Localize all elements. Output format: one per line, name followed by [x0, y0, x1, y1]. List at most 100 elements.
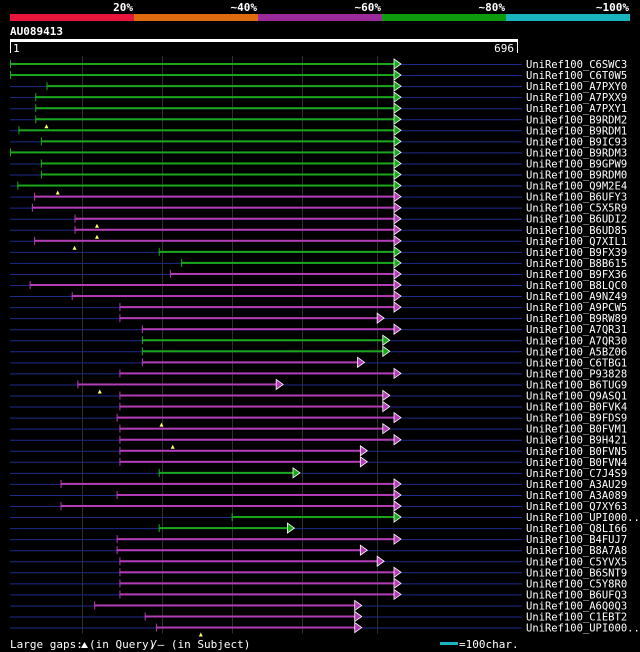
hit-label[interactable]: UniRef100_Q9ASQ1	[526, 391, 627, 403]
hit-row[interactable]: UniRef100_UPI000..	[10, 511, 640, 524]
hit-row[interactable]: UniRef100_B9RDM1	[10, 124, 627, 137]
hit-label[interactable]: UniRef100_B6UDI2	[526, 214, 627, 226]
hit-row[interactable]: UniRef100_A9NZ49	[10, 290, 627, 303]
hit-row[interactable]: UniRef100_B9FX39	[10, 246, 627, 259]
hit-label[interactable]: UniRef100_B9RDM1	[526, 125, 627, 137]
hit-label[interactable]: UniRef100_B9RDM3	[526, 147, 627, 159]
hit-row[interactable]: UniRef100_Q8LI66	[10, 522, 627, 535]
hit-label[interactable]: UniRef100_C7J4S9	[526, 468, 627, 480]
hit-label[interactable]: UniRef100_B8B615	[526, 258, 627, 270]
hit-row[interactable]: UniRef100_B0FVM1	[10, 422, 627, 436]
hit-label[interactable]: UniRef100_B9H421	[526, 435, 627, 447]
hit-row[interactable]: UniRef100_B8LQC0	[10, 279, 627, 292]
hit-label[interactable]: UniRef100_Q8LI66	[526, 523, 627, 535]
hit-label[interactable]: UniRef100_B6UFY3	[526, 192, 627, 204]
hit-label[interactable]: UniRef100_B0FVM1	[526, 424, 627, 436]
hit-label[interactable]: UniRef100_B9FDS9	[526, 413, 627, 425]
hit-row[interactable]: UniRef100_B8A7A8	[10, 544, 627, 557]
hit-row[interactable]: UniRef100_C6SWC3	[10, 58, 627, 71]
hit-row[interactable]: UniRef100_B8B615	[10, 257, 627, 270]
hit-label[interactable]: UniRef100_C6T0W5	[526, 70, 627, 82]
hit-row[interactable]: UniRef100_Q9M2E4	[10, 179, 627, 195]
hit-label[interactable]: UniRef100_A5BZ06	[526, 346, 627, 358]
hit-row[interactable]: UniRef100_A7PXY0	[10, 80, 627, 93]
hit-row[interactable]: UniRef100_B9FDS9	[10, 411, 627, 427]
hit-label[interactable]: UniRef100_B9FX36	[526, 269, 627, 281]
hit-label[interactable]: UniRef100_B8LQC0	[526, 280, 627, 292]
hit-row[interactable]: UniRef100_C5Y8R0	[10, 577, 627, 590]
hit-label[interactable]: UniRef100_A7PXY1	[526, 103, 627, 115]
hit-label[interactable]: UniRef100_B8A7A8	[526, 545, 627, 557]
hit-row[interactable]: UniRef100_B6UDI2	[10, 212, 627, 228]
hit-row[interactable]: UniRef100_A3A089	[10, 489, 627, 502]
hit-row[interactable]: UniRef100_C5YVX5	[10, 555, 627, 568]
hit-label[interactable]: UniRef100_UPI000..	[526, 512, 640, 524]
hit-row[interactable]: UniRef100_B9RDM2	[10, 113, 627, 129]
hit-label[interactable]: UniRef100_P93828	[526, 368, 627, 380]
hit-label[interactable]: UniRef100_C5X5R9	[526, 203, 627, 215]
hit-label[interactable]: UniRef100_UPI000..	[526, 623, 640, 635]
hit-row[interactable]: UniRef100_C1EBT2	[10, 610, 627, 624]
hit-row[interactable]: UniRef100_A7QR30	[10, 334, 627, 347]
hit-row[interactable]: UniRef100_Q9ASQ1	[10, 389, 627, 403]
hit-label[interactable]: UniRef100_B9RDM2	[526, 114, 627, 126]
hit-row[interactable]: UniRef100_B0FVN4	[10, 456, 627, 469]
hit-row[interactable]: UniRef100_B6SNT9	[10, 566, 627, 579]
hit-row[interactable]: UniRef100_B4FUJ7	[10, 533, 627, 546]
hit-row[interactable]: UniRef100_A3AU29	[10, 478, 627, 491]
hit-row[interactable]: UniRef100_B9RDM3	[10, 146, 627, 159]
hit-row[interactable]: UniRef100_B0FVN5	[10, 444, 627, 458]
hit-label[interactable]: UniRef100_B0FVK4	[526, 402, 627, 414]
hit-label[interactable]: UniRef100_B9GPW9	[526, 158, 627, 170]
hit-row[interactable]: UniRef100_A7PXX9	[10, 91, 627, 104]
hit-row[interactable]: UniRef100_B6TUG9	[10, 378, 627, 394]
hit-row[interactable]: UniRef100_B6UFQ3	[10, 588, 627, 601]
hit-row[interactable]: UniRef100_B9RDM0	[10, 168, 627, 182]
hit-label[interactable]: UniRef100_B9RW89	[526, 313, 627, 325]
hit-label[interactable]: UniRef100_B0FVN4	[526, 457, 627, 469]
hit-label[interactable]: UniRef100_B9IC93	[526, 136, 627, 148]
hit-row[interactable]: UniRef100_UPI000..	[10, 621, 640, 637]
hit-label[interactable]: UniRef100_B9FX39	[526, 247, 627, 259]
hit-row[interactable]: UniRef100_B6UD85	[10, 223, 627, 239]
hit-row[interactable]: UniRef100_B9GPW9	[10, 157, 627, 170]
hit-label[interactable]: UniRef100_B6SNT9	[526, 567, 627, 579]
hit-label[interactable]: UniRef100_A3AU29	[526, 479, 627, 491]
hit-label[interactable]: UniRef100_A6Q0Q3	[526, 600, 627, 612]
hit-row[interactable]: UniRef100_C6TBG1	[10, 356, 627, 369]
hit-row[interactable]: UniRef100_B9IC93	[10, 135, 627, 148]
hit-row[interactable]: UniRef100_A9PCW5	[10, 301, 627, 314]
hit-label[interactable]: UniRef100_A3A089	[526, 490, 627, 502]
hit-row[interactable]: UniRef100_B0FVK4	[10, 400, 627, 414]
hit-label[interactable]: UniRef100_B6TUG9	[526, 379, 627, 391]
hit-label[interactable]: UniRef100_Q9M2E4	[526, 181, 627, 193]
hit-label[interactable]: UniRef100_C6TBG1	[526, 357, 627, 369]
hit-row[interactable]: UniRef100_C5X5R9	[10, 201, 627, 215]
hit-label[interactable]: UniRef100_Q7XIL1	[526, 236, 627, 248]
hit-row[interactable]: UniRef100_Q7XIL1	[10, 235, 627, 250]
hit-row[interactable]: UniRef100_A7QR31	[10, 323, 627, 336]
hit-label[interactable]: UniRef100_A9NZ49	[526, 291, 627, 303]
hit-row[interactable]: UniRef100_A6Q0Q3	[10, 599, 627, 612]
hit-label[interactable]: UniRef100_C5YVX5	[526, 556, 627, 568]
hit-label[interactable]: UniRef100_C6SWC3	[526, 59, 627, 71]
hit-label[interactable]: UniRef100_C1EBT2	[526, 612, 627, 624]
hit-label[interactable]: UniRef100_A9PCW5	[526, 302, 627, 314]
hit-row[interactable]: UniRef100_C6T0W5	[10, 69, 627, 82]
hit-row[interactable]: UniRef100_A5BZ06	[10, 345, 627, 358]
hit-label[interactable]: UniRef100_Q7XY63	[526, 501, 627, 513]
hit-label[interactable]: UniRef100_A7QR31	[526, 324, 627, 336]
hit-row[interactable]: UniRef100_Q7XY63	[10, 500, 627, 513]
hit-label[interactable]: UniRef100_B6UD85	[526, 225, 627, 237]
hit-row[interactable]: UniRef100_B9FX36	[10, 268, 627, 281]
hit-label[interactable]: UniRef100_B6UFQ3	[526, 589, 627, 601]
hit-label[interactable]: UniRef100_A7QR30	[526, 335, 627, 347]
hit-label[interactable]: UniRef100_A7PXX9	[526, 92, 627, 104]
hit-label[interactable]: UniRef100_C5Y8R0	[526, 578, 627, 590]
hit-label[interactable]: UniRef100_A7PXY0	[526, 81, 627, 93]
hit-label[interactable]: UniRef100_B4FUJ7	[526, 534, 627, 546]
hit-label[interactable]: UniRef100_B9RDM0	[526, 170, 627, 182]
hit-row[interactable]: UniRef100_A7PXY1	[10, 102, 627, 115]
hit-row[interactable]: UniRef100_B6UFY3	[10, 190, 627, 204]
hit-row[interactable]: UniRef100_C7J4S9	[10, 467, 627, 480]
